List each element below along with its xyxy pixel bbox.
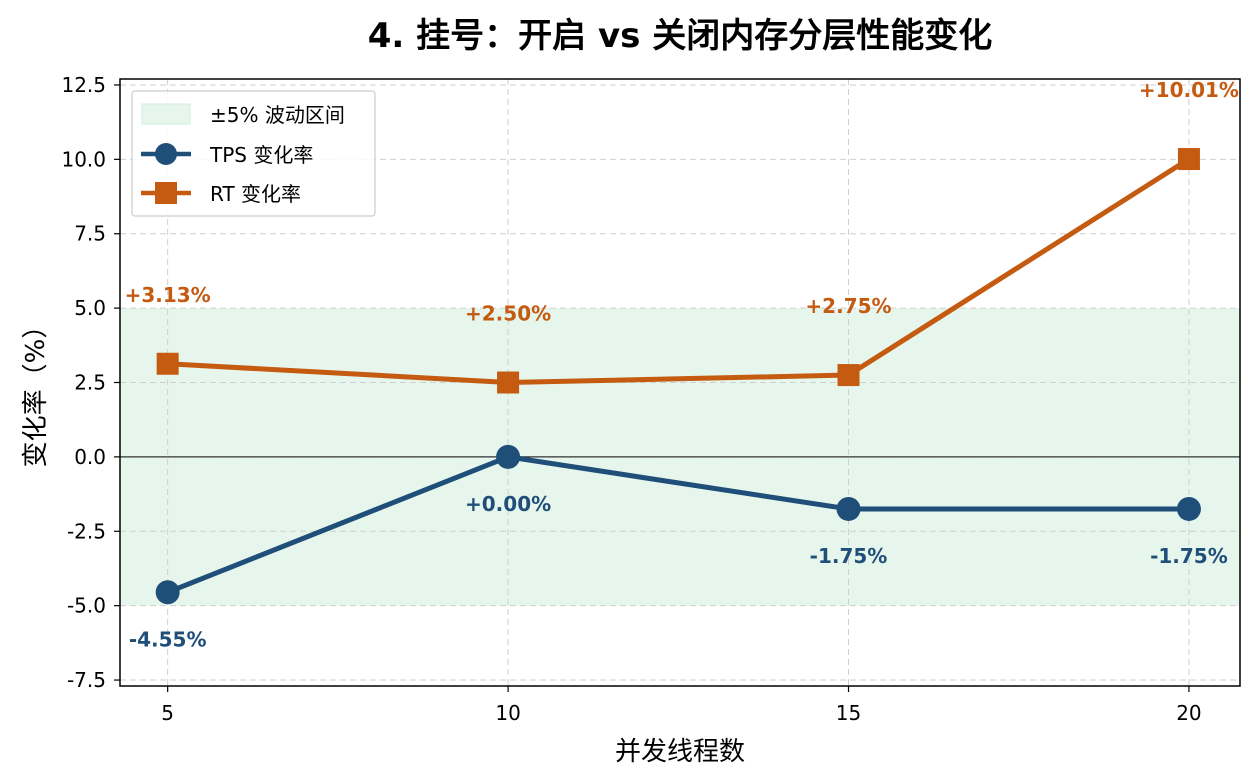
data-label: -1.75% xyxy=(1150,544,1228,568)
y-tick-label: 0.0 xyxy=(74,445,106,469)
data-point xyxy=(155,580,180,605)
data-label: -4.55% xyxy=(129,627,207,651)
y-tick-label: 12.5 xyxy=(61,73,106,97)
legend-frame xyxy=(131,90,376,217)
legend: ±5% 波动区间 TPS 变化率 RT 变化率 xyxy=(131,90,376,217)
chart-title: 4. 挂号：开启 vs 关闭内存分层性能变化 xyxy=(368,16,992,56)
data-label: +3.13% xyxy=(125,283,211,307)
legend-band-label: ±5% 波动区间 xyxy=(210,103,345,127)
data-point xyxy=(836,496,861,521)
legend-band-swatch xyxy=(141,103,191,125)
x-tick-label: 20 xyxy=(1176,701,1201,725)
data-point xyxy=(1177,148,1200,171)
legend-tps-marker xyxy=(155,143,177,165)
legend-rt-label: RT 变化率 xyxy=(210,182,301,206)
series-line-0 xyxy=(166,454,1189,595)
y-tick-label: 5.0 xyxy=(74,296,106,320)
data-label: +0.00% xyxy=(465,492,551,516)
y-tick-label: -2.5 xyxy=(67,519,106,543)
data-point xyxy=(1176,496,1201,521)
data-label: +2.75% xyxy=(805,294,891,318)
data-point xyxy=(496,444,521,469)
y-tick-label: -5.0 xyxy=(67,594,106,618)
data-label: +10.01% xyxy=(1139,78,1239,102)
x-axis-label: 并发线程数 xyxy=(615,737,745,767)
data-point xyxy=(497,371,520,394)
y-tick-label: 10.0 xyxy=(61,147,106,171)
x-tick-label: 15 xyxy=(836,701,861,725)
y-tick-label: 7.5 xyxy=(74,222,106,246)
data-label: -1.75% xyxy=(810,544,888,568)
y-tick-label: 2.5 xyxy=(74,371,106,395)
plot-area: 12.5 10.0 7.5 5.0 2.5 0.0 -2.5 -5.0 -7.5 5 10 15 20 -… xyxy=(61,73,1241,725)
legend-tps-label: TPS 变化率 xyxy=(209,143,313,167)
x-tick-label: 5 xyxy=(161,701,174,725)
x-tick-label: 10 xyxy=(495,701,520,725)
y-tick-label: -7.5 xyxy=(67,668,106,692)
y-axis-label: 变化率（%） xyxy=(21,313,51,468)
series-line-1 xyxy=(167,156,1191,385)
legend-rt-marker xyxy=(155,182,177,204)
data-point xyxy=(837,364,860,387)
data-label: +2.50% xyxy=(465,302,551,326)
data-point xyxy=(156,352,179,375)
